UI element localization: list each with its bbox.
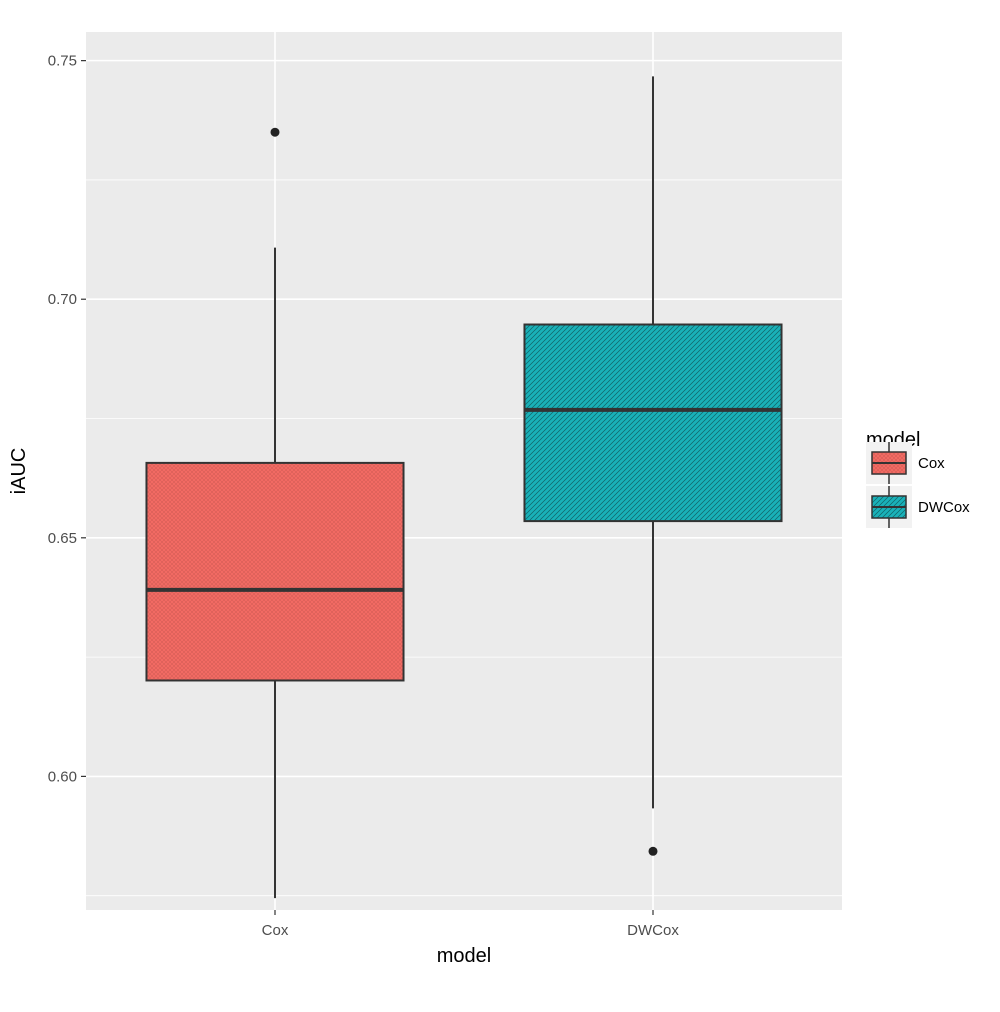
y-axis-title: iAUC — [8, 448, 30, 495]
y-axis: 0.60 0.65 0.70 0.75 — [48, 53, 86, 785]
legend-item-cox: Cox — [866, 442, 945, 484]
legend-label: Cox — [918, 455, 945, 472]
y-tick-label: 0.75 — [48, 53, 77, 70]
legend-items: Cox DWCox — [866, 442, 970, 528]
x-axis: Cox DWCox — [262, 910, 679, 939]
x-tick-label: Cox — [262, 922, 289, 939]
boxes — [145, 76, 783, 899]
outlier-point — [270, 127, 280, 137]
legend-item-dwcox: DWCox — [866, 486, 970, 528]
x-axis-title: model — [437, 945, 491, 967]
box-iqr — [145, 461, 405, 682]
box-iqr — [523, 323, 783, 523]
y-tick-label: 0.60 — [48, 768, 77, 785]
box-cox — [145, 127, 405, 899]
legend-label: DWCox — [918, 499, 970, 516]
box-dwcox — [523, 76, 783, 856]
y-tick-label: 0.65 — [48, 530, 77, 547]
outlier-point — [648, 846, 658, 856]
x-tick-label: DWCox — [627, 922, 679, 939]
y-tick-label: 0.70 — [48, 291, 77, 308]
